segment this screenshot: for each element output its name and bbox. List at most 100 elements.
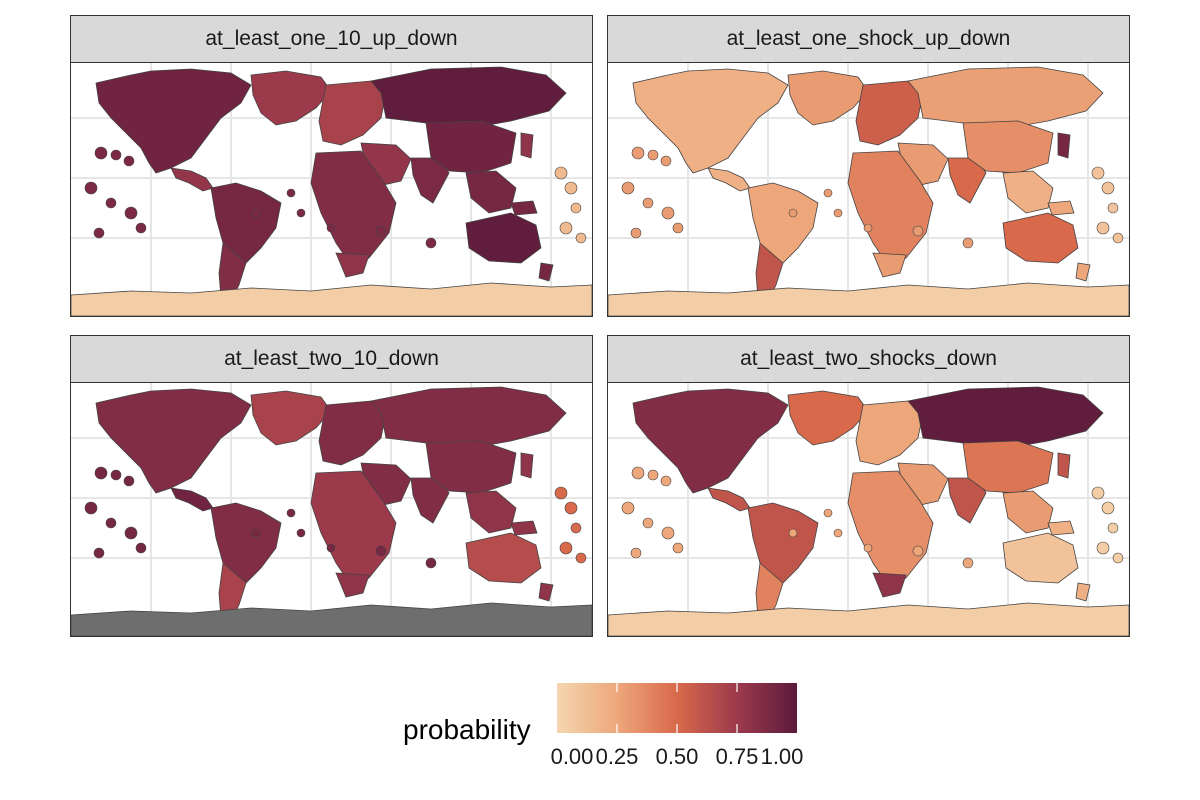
map-island [93,227,105,239]
map-island [105,197,117,209]
map-island [251,528,261,538]
map-island [564,501,578,515]
map-island [647,149,659,161]
map-region [747,182,819,269]
map-island [123,475,135,487]
map-region [318,80,387,146]
legend-title: probability [403,714,531,745]
map-island [570,522,582,534]
map-region [318,400,387,466]
map-island [1112,552,1124,564]
map-region [510,200,554,282]
map-island [621,181,635,195]
map-region [425,120,517,174]
map-island [661,526,675,540]
map-island [1107,522,1119,534]
map-island [863,543,873,553]
map-region [170,487,214,512]
map-region [335,252,370,278]
world-map [607,62,1130,317]
map-island [105,517,117,529]
map-region [608,602,1129,636]
map-island [642,197,654,209]
map-island [286,508,296,518]
map-island [94,146,108,160]
map-island [823,188,833,198]
map-island [570,202,582,214]
facet-panel: at_least_one_shock_up_down [607,15,1130,317]
facet-panel: at_least_two_shocks_down [607,335,1130,637]
world-map [70,382,593,637]
map-region [170,167,214,192]
map-island [425,557,437,569]
map-island [631,466,645,480]
legend-tick-label: 0.00 [550,744,594,769]
map-region [872,572,907,598]
map-region [962,440,1054,494]
map-region [872,252,907,278]
map-island [912,545,924,557]
map-island [788,528,798,538]
map-region [787,390,869,446]
map-region [520,132,534,159]
map-island [135,222,147,234]
map-region [370,66,567,129]
map-island [564,181,578,195]
map-island [124,206,138,220]
map-island [1101,501,1115,515]
map-island [1091,486,1105,500]
map-region [1047,200,1091,282]
map-island [1096,541,1110,555]
map-island [124,526,138,540]
map-island [823,508,833,518]
map-island [661,206,675,220]
legend-tick-label: 0.75 [715,744,759,769]
facet-strip-title: at_least_one_shock_up_down [607,15,1130,63]
map-island [110,469,122,481]
map-island [1101,181,1115,195]
map-island [559,221,573,235]
map-region [465,212,542,264]
map-island [962,237,974,249]
map-island [1096,221,1110,235]
map-island [559,541,573,555]
map-island [672,542,684,554]
map-region [632,68,789,174]
map-region [707,487,751,512]
map-island [84,501,98,515]
map-region [1057,452,1071,479]
map-region [1002,532,1079,584]
world-map [70,62,593,317]
map-island [326,543,336,553]
map-island [1112,232,1124,244]
map-island [788,208,798,218]
map-island [1091,166,1105,180]
facet-strip-title: at_least_two_10_down [70,335,593,383]
map-region [425,440,517,494]
map-region [95,388,252,494]
map-region [310,470,397,589]
map-region [310,150,397,269]
map-region [855,80,924,146]
map-island [94,466,108,480]
map-region [847,150,934,269]
facet-strip-title: at_least_one_10_up_down [70,15,593,63]
map-island [84,181,98,195]
map-island [375,225,387,237]
map-region [465,490,517,534]
map-island [110,149,122,161]
map-region [962,120,1054,174]
map-region [210,182,282,269]
facet-panel: at_least_one_10_up_down [70,15,593,317]
map-region [465,532,542,584]
map-region [465,170,517,214]
legend-tick-labels: 0.00 0.25 0.50 0.75 1.00 [551,744,804,774]
map-region [787,70,869,126]
map-region [608,282,1129,316]
map-region [855,400,924,466]
map-island [1107,202,1119,214]
map-region [210,502,282,589]
map-island [672,222,684,234]
map-island [833,528,843,538]
map-region [1002,490,1054,534]
